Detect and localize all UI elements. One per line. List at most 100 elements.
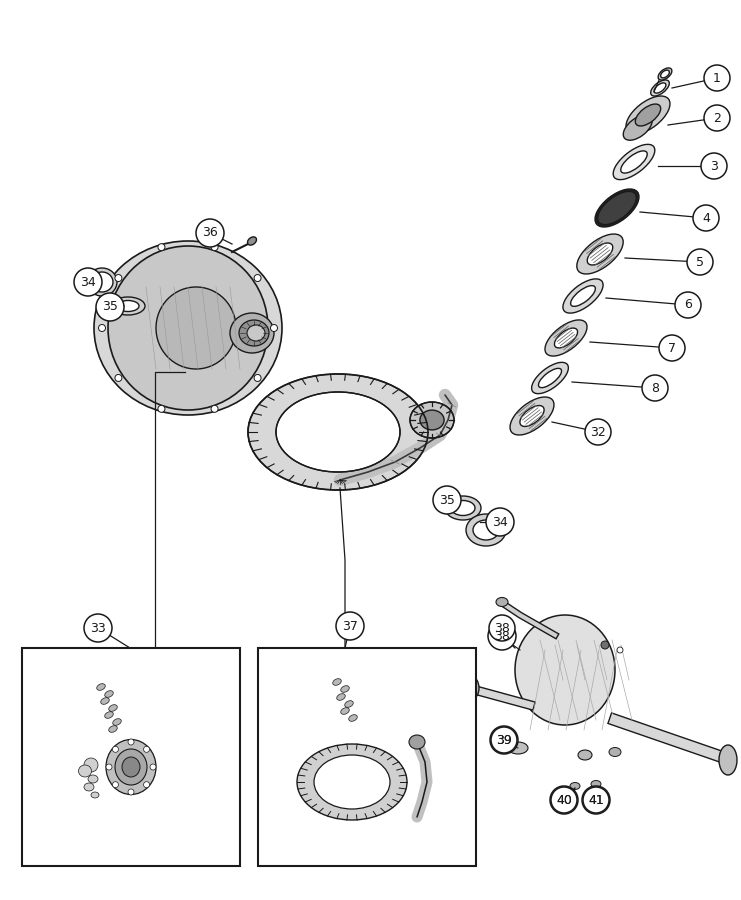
Circle shape (144, 782, 150, 788)
Ellipse shape (156, 287, 236, 369)
Circle shape (550, 786, 578, 814)
Ellipse shape (109, 705, 117, 711)
Ellipse shape (613, 144, 655, 180)
Circle shape (617, 647, 623, 653)
Ellipse shape (515, 615, 615, 725)
Circle shape (270, 325, 277, 331)
Circle shape (675, 292, 701, 318)
Circle shape (144, 746, 150, 752)
Text: 34: 34 (80, 275, 96, 289)
Text: 40: 40 (556, 794, 572, 806)
Ellipse shape (451, 500, 475, 516)
Ellipse shape (409, 735, 425, 749)
Ellipse shape (591, 780, 601, 788)
Ellipse shape (91, 272, 113, 292)
Text: 39: 39 (496, 734, 512, 746)
Ellipse shape (651, 80, 669, 96)
Ellipse shape (563, 279, 603, 313)
Ellipse shape (554, 328, 577, 348)
Ellipse shape (341, 686, 349, 692)
Text: 3: 3 (710, 159, 718, 173)
Ellipse shape (109, 725, 117, 733)
Circle shape (115, 274, 122, 282)
Ellipse shape (345, 701, 353, 707)
Circle shape (601, 641, 609, 649)
Text: 32: 32 (590, 426, 606, 438)
Circle shape (211, 405, 218, 412)
Ellipse shape (230, 313, 274, 353)
Ellipse shape (571, 285, 595, 306)
Circle shape (496, 632, 504, 640)
Ellipse shape (420, 410, 444, 430)
Circle shape (433, 486, 461, 514)
Ellipse shape (445, 496, 481, 520)
Circle shape (211, 244, 218, 251)
Circle shape (336, 612, 364, 640)
Text: 35: 35 (439, 493, 455, 507)
Ellipse shape (635, 104, 661, 126)
Ellipse shape (104, 690, 113, 698)
Circle shape (113, 782, 119, 788)
Ellipse shape (239, 320, 269, 346)
Ellipse shape (84, 783, 94, 791)
Ellipse shape (349, 715, 357, 721)
Ellipse shape (88, 775, 98, 783)
Ellipse shape (595, 189, 639, 227)
Text: 8: 8 (651, 382, 659, 394)
Circle shape (254, 374, 261, 382)
Text: 1: 1 (713, 71, 721, 85)
Ellipse shape (719, 745, 737, 775)
Circle shape (583, 787, 609, 813)
Circle shape (582, 786, 610, 814)
Text: 33: 33 (90, 622, 106, 634)
Circle shape (128, 739, 134, 745)
Text: 39: 39 (496, 734, 512, 746)
Ellipse shape (520, 406, 544, 427)
Ellipse shape (97, 684, 105, 690)
Ellipse shape (106, 740, 156, 795)
Circle shape (150, 764, 156, 770)
Circle shape (490, 726, 518, 754)
Ellipse shape (473, 520, 499, 540)
Circle shape (704, 65, 730, 91)
Ellipse shape (115, 749, 147, 785)
Ellipse shape (410, 402, 454, 438)
Ellipse shape (508, 742, 528, 754)
Ellipse shape (108, 246, 268, 410)
Circle shape (488, 622, 516, 650)
Ellipse shape (621, 151, 647, 173)
Ellipse shape (598, 192, 637, 225)
Text: 38: 38 (494, 622, 510, 634)
Ellipse shape (297, 744, 407, 820)
Ellipse shape (587, 243, 613, 265)
Circle shape (115, 374, 122, 382)
Text: 40: 40 (556, 794, 572, 806)
Circle shape (551, 787, 577, 813)
Ellipse shape (111, 297, 145, 315)
Circle shape (113, 746, 119, 752)
Ellipse shape (341, 707, 349, 715)
Ellipse shape (466, 514, 506, 546)
Text: 34: 34 (492, 516, 508, 528)
Ellipse shape (276, 392, 400, 472)
Circle shape (693, 205, 719, 231)
Ellipse shape (104, 712, 113, 718)
Text: 41: 41 (588, 794, 604, 806)
Text: 7: 7 (668, 341, 676, 355)
Ellipse shape (496, 598, 508, 607)
Ellipse shape (101, 698, 109, 705)
Circle shape (196, 219, 224, 247)
Ellipse shape (626, 96, 670, 134)
Circle shape (106, 764, 112, 770)
Circle shape (74, 268, 102, 296)
Text: 6: 6 (684, 299, 692, 311)
Ellipse shape (333, 679, 342, 685)
Ellipse shape (94, 241, 282, 415)
Circle shape (659, 335, 685, 361)
Ellipse shape (570, 782, 580, 789)
Circle shape (687, 249, 713, 275)
Ellipse shape (510, 397, 554, 435)
Bar (258, 648, 476, 866)
Ellipse shape (117, 301, 139, 311)
Ellipse shape (247, 325, 265, 341)
